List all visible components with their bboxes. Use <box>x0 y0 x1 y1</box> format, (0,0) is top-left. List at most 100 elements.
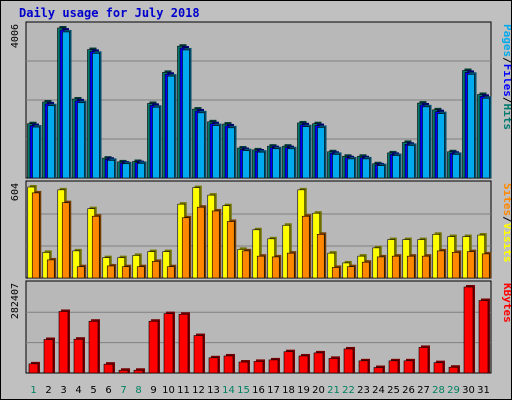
bar-pages-day-14 <box>227 125 237 179</box>
bar-kbytes-day-23-face <box>358 360 369 374</box>
x-tick-label-day-4: 4 <box>75 385 81 396</box>
bar-sites-day-12 <box>196 205 207 279</box>
bar-sites-day-18 <box>286 251 297 279</box>
bar-kbytes-day-28-face <box>433 362 444 374</box>
bar-sites-day-31-face <box>481 253 490 279</box>
bar-kbytes-day-21 <box>328 356 340 374</box>
bar-pages-day-31-face <box>482 97 490 179</box>
bar-pages-day-30-face <box>467 73 475 179</box>
bar-pages-day-28 <box>437 111 447 179</box>
bar-sites-day-5-face <box>91 215 100 279</box>
bar-pages-day-18-face <box>287 148 295 179</box>
x-tick-label-day-5: 5 <box>90 385 96 396</box>
x-tick-label-day-20: 20 <box>312 385 325 396</box>
bar-pages-day-29 <box>452 152 462 179</box>
bar-kbytes-day-30 <box>463 285 475 374</box>
bar-pages-day-10 <box>167 74 177 179</box>
bar-pages-day-11 <box>182 47 192 179</box>
x-tick-label-day-19: 19 <box>297 385 310 396</box>
bar-kbytes-day-1-face <box>28 363 39 374</box>
bar-pages-day-20 <box>317 125 327 179</box>
bar-pages-day-7-face <box>122 163 130 179</box>
bar-sites-day-17 <box>271 254 282 279</box>
bar-pages-day-19-face <box>302 126 310 179</box>
legend-kbytes: KBytes <box>501 283 511 323</box>
bar-sites-day-1 <box>31 190 42 279</box>
panel-0-legend: Pages/Files/Hits <box>501 24 511 130</box>
bar-sites-day-13-face <box>211 210 220 279</box>
bar-sites-day-10 <box>166 264 177 279</box>
bar-visits-day-16 <box>252 227 262 279</box>
bar-sites-day-9 <box>151 259 162 279</box>
bar-pages-day-21-face <box>332 154 340 179</box>
bar-sites-day-29 <box>451 250 462 279</box>
bar-kbytes-day-17-face <box>268 359 279 374</box>
bar-kbytes-day-16-face <box>253 361 264 374</box>
bar-sites-day-6 <box>106 263 117 279</box>
bar-pages-day-28-face <box>437 113 445 179</box>
bar-kbytes-day-25 <box>388 358 400 374</box>
x-tick-label-day-22: 22 <box>342 385 355 396</box>
bar-visits-day-4 <box>72 248 82 279</box>
bar-sites-day-27 <box>421 254 432 279</box>
x-tick-label-day-21: 21 <box>327 385 340 396</box>
bar-sites-day-20-face <box>316 234 325 279</box>
x-tick-label-day-8: 8 <box>135 385 141 396</box>
bar-sites-day-28-face <box>436 250 445 279</box>
bar-kbytes-day-6 <box>103 362 115 374</box>
bar-kbytes-day-25-face <box>388 360 399 374</box>
x-tick-label-day-3: 3 <box>60 385 66 396</box>
bar-kbytes-day-18-face <box>283 351 294 374</box>
legend-visits: Visits <box>501 223 511 263</box>
bar-sites-day-7-face <box>121 266 130 279</box>
bar-kbytes-day-20 <box>313 350 325 374</box>
bar-pages-day-9-face <box>152 106 160 179</box>
x-tick-label-day-24: 24 <box>372 385 385 396</box>
bar-kbytes-day-29 <box>448 365 460 374</box>
bar-kbytes-day-7-face <box>118 369 129 374</box>
bar-pages-day-12-face <box>197 112 205 179</box>
bar-sites-day-7 <box>121 264 132 279</box>
bar-pages-day-29-face <box>452 154 460 179</box>
bar-pages-day-9 <box>152 105 162 179</box>
bar-sites-day-15 <box>241 248 252 279</box>
bar-pages-day-25-face <box>392 155 400 179</box>
bar-sites-day-12-face <box>196 206 205 279</box>
bar-pages-day-21 <box>332 152 342 179</box>
x-tick-label-day-23: 23 <box>357 385 370 396</box>
bar-pages-day-4 <box>77 100 87 179</box>
bar-kbytes-day-13 <box>208 355 220 374</box>
bar-sites-day-17-face <box>271 256 280 279</box>
x-tick-label-day-7: 7 <box>120 385 126 396</box>
bar-pages-day-8-face <box>137 163 145 179</box>
x-tick-label-day-25: 25 <box>387 385 400 396</box>
bar-kbytes-day-24 <box>373 365 385 374</box>
bar-pages-day-7 <box>122 161 132 179</box>
bar-sites-day-5 <box>91 214 102 279</box>
x-tick-label-day-29: 29 <box>447 385 460 396</box>
x-tick-label-day-6: 6 <box>105 385 111 396</box>
legend-separator: / <box>501 97 511 104</box>
bar-kbytes-day-14 <box>223 353 235 374</box>
bar-sites-day-26 <box>406 254 417 279</box>
bar-pages-day-17-face <box>272 148 280 179</box>
bar-sites-day-10-face <box>166 266 175 279</box>
bar-kbytes-day-15 <box>238 360 250 374</box>
bar-sites-day-8 <box>136 264 147 279</box>
bar-sites-day-24-face <box>376 256 385 279</box>
bar-kbytes-day-26 <box>403 358 415 374</box>
bar-pages-day-15 <box>242 148 252 179</box>
bar-sites-day-16 <box>256 254 267 279</box>
bar-pages-day-2-face <box>47 105 55 179</box>
bar-pages-day-13-face <box>212 125 220 179</box>
bar-sites-day-29-face <box>451 252 460 279</box>
bar-pages-day-12 <box>197 110 207 179</box>
bar-kbytes-day-20-face <box>313 352 324 374</box>
bar-pages-day-24 <box>377 163 387 179</box>
bar-pages-day-1-face <box>32 126 40 179</box>
bar-sites-day-19 <box>301 214 312 279</box>
bar-kbytes-day-19 <box>298 353 310 374</box>
panel-2-ymax-label: 282407 <box>10 283 21 319</box>
